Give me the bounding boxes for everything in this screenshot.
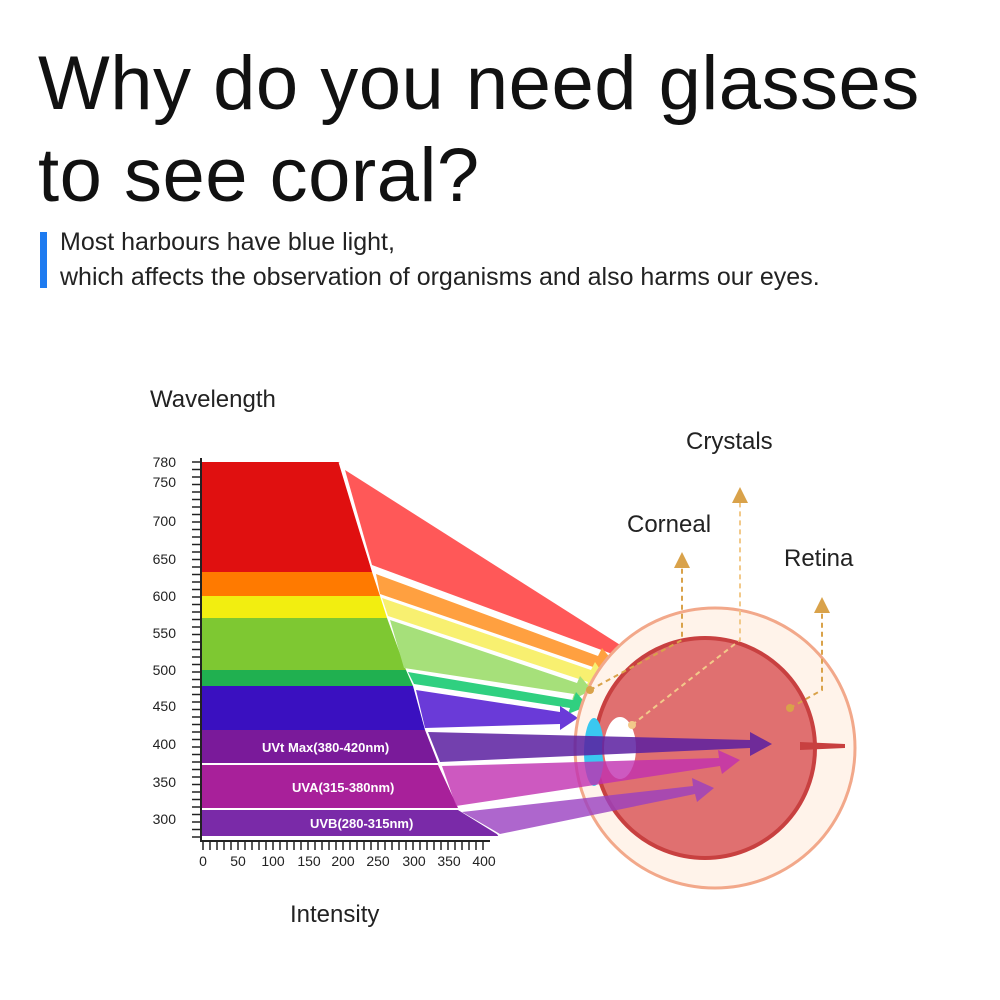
y-tick-label: 300 — [153, 811, 177, 827]
uva-ray — [442, 750, 740, 806]
y-tick-label: 450 — [153, 698, 177, 714]
y-tick-label: 500 — [153, 662, 177, 678]
y-tick-label: 750 — [153, 474, 177, 490]
y-tick-label: 650 — [153, 551, 177, 567]
x-tick-label: 300 — [402, 853, 426, 869]
band-orange — [202, 572, 380, 596]
crystals-label: Crystals — [686, 428, 773, 455]
axes — [192, 458, 490, 850]
red-light-beam — [345, 470, 625, 655]
visible-light-rays — [376, 574, 612, 730]
x-minor-ticks — [202, 841, 484, 850]
y-minor-ticks — [192, 461, 201, 838]
x-tick-label: 100 — [261, 853, 285, 869]
y-tick-label: 600 — [153, 588, 177, 604]
eye-part-pointers — [586, 487, 830, 729]
y-tick-label: 400 — [153, 736, 177, 752]
retina-pointer — [789, 597, 830, 709]
band-green — [202, 670, 413, 686]
x-tick-labels: 0 50 100 150 200 250 300 350 400 — [199, 853, 496, 869]
uvt-label: UVt Max(380-420nm) — [262, 740, 389, 755]
optic-nerve-inner — [800, 742, 845, 750]
spectrum-bands — [202, 461, 502, 837]
x-tick-label: 0 — [199, 853, 207, 869]
retina-label: Retina — [784, 545, 854, 572]
uvb-ray — [462, 778, 714, 834]
x-axis-title: Intensity — [290, 901, 379, 928]
band-blue — [202, 686, 425, 730]
crystals-pointer — [631, 487, 748, 726]
y-axis-title: Wavelength — [150, 386, 276, 413]
x-tick-label: 150 — [297, 853, 321, 869]
y-tick-label: 350 — [153, 774, 177, 790]
x-tick-label: 350 — [437, 853, 461, 869]
y-tick-label: 700 — [153, 513, 177, 529]
yellow-ray — [382, 598, 604, 690]
uva-label: UVA(315-380nm) — [292, 780, 394, 795]
uv-light-rays — [428, 732, 772, 834]
band-uva — [202, 765, 458, 808]
orange-ray — [376, 574, 612, 676]
subtext-line-1: Most harbours have blue light, — [60, 228, 395, 256]
uvb-label: UVB(280-315nm) — [310, 816, 413, 831]
x-tick-label: 400 — [472, 853, 496, 869]
band-light-green — [202, 618, 406, 670]
blue-ray — [416, 690, 578, 730]
x-tick-label: 200 — [331, 853, 355, 869]
band-uvb — [202, 810, 500, 836]
headline: Why do you need glasses to see coral? — [38, 41, 920, 218]
corneal-label: Corneal — [627, 511, 711, 538]
y-tick-label: 780 — [153, 454, 177, 470]
y-tick-labels: 780 750 700 650 600 550 500 450 400 350 … — [153, 454, 177, 827]
x-tick-label: 250 — [366, 853, 390, 869]
band-uvt — [202, 730, 438, 763]
band-red — [202, 462, 372, 572]
uvt-ray — [428, 732, 772, 762]
green-ray — [408, 672, 588, 714]
subtext-line-2: which affects the observation of organis… — [60, 263, 820, 291]
band-yellow — [202, 596, 387, 618]
x-tick-label: 50 — [230, 853, 246, 869]
accent-bar — [40, 232, 47, 288]
light-green-ray — [390, 620, 592, 700]
y-tick-label: 550 — [153, 625, 177, 641]
